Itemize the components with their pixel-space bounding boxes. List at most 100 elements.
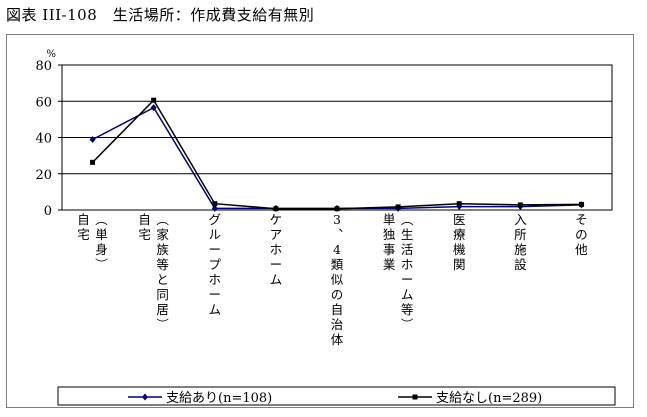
svg-text:単: 単 bbox=[95, 227, 108, 242]
svg-text:ム: ム bbox=[209, 302, 222, 317]
legend-marker bbox=[412, 394, 418, 400]
svg-text:︵: ︵ bbox=[401, 212, 414, 227]
svg-text:宅: 宅 bbox=[138, 227, 151, 242]
svg-text:ム: ム bbox=[270, 272, 283, 287]
svg-text:自: 自 bbox=[331, 302, 344, 317]
svg-text:等: 等 bbox=[156, 257, 169, 272]
data-point bbox=[456, 201, 462, 207]
svg-text:ー: ー bbox=[209, 242, 222, 257]
svg-text:入: 入 bbox=[514, 212, 527, 227]
svg-text:ホ: ホ bbox=[209, 272, 222, 287]
y-axis-ticks: 0 20 40 60 80 bbox=[35, 59, 62, 219]
series-markers bbox=[89, 97, 585, 212]
y-tick-label: 20 bbox=[35, 168, 52, 183]
y-tick-label: 40 bbox=[35, 132, 52, 147]
svg-text:居: 居 bbox=[156, 302, 169, 317]
data-point bbox=[151, 97, 157, 103]
legend-box bbox=[57, 386, 616, 406]
svg-text:ホ: ホ bbox=[270, 242, 283, 257]
data-point bbox=[334, 206, 340, 212]
svg-text:関: 関 bbox=[453, 257, 466, 272]
svg-text:ア: ア bbox=[270, 227, 283, 242]
svg-text:施: 施 bbox=[514, 242, 527, 257]
svg-text:似: 似 bbox=[331, 272, 344, 287]
svg-text:ケ: ケ bbox=[270, 212, 283, 227]
svg-text:機: 機 bbox=[453, 242, 466, 257]
svg-text:医: 医 bbox=[453, 212, 466, 227]
svg-text:他: 他 bbox=[575, 242, 588, 257]
svg-text:独: 独 bbox=[383, 227, 396, 242]
svg-text:自: 自 bbox=[77, 212, 90, 227]
data-point bbox=[90, 159, 96, 165]
svg-text:の: の bbox=[575, 227, 588, 242]
svg-text:体: 体 bbox=[331, 332, 344, 347]
y-tick-label: 0 bbox=[44, 204, 52, 219]
y-tick-label: 80 bbox=[35, 59, 52, 74]
svg-text:所: 所 bbox=[514, 227, 527, 242]
svg-text:4: 4 bbox=[333, 242, 341, 257]
svg-text:ル: ル bbox=[209, 227, 222, 242]
svg-text:業: 業 bbox=[383, 257, 396, 272]
svg-text:︶: ︶ bbox=[156, 317, 169, 332]
svg-text:療: 療 bbox=[453, 227, 466, 242]
svg-text:︶: ︶ bbox=[95, 257, 108, 272]
svg-text:類: 類 bbox=[331, 257, 344, 272]
svg-text:3: 3 bbox=[333, 212, 341, 227]
series-line-1 bbox=[92, 98, 582, 210]
svg-text:そ: そ bbox=[575, 212, 588, 227]
svg-text:︵: ︵ bbox=[156, 212, 169, 227]
svg-text:ー: ー bbox=[270, 257, 283, 272]
data-point bbox=[211, 204, 218, 212]
svg-text:活: 活 bbox=[401, 242, 414, 257]
x-tick-label: その他その他 bbox=[575, 212, 588, 257]
x-tick-label: 自宅（単身）自宅︵単身︶ bbox=[77, 212, 108, 272]
x-tick-label: 入所施設入所施設 bbox=[514, 212, 527, 272]
svg-text:グ: グ bbox=[209, 212, 222, 227]
data-point bbox=[578, 201, 584, 207]
svg-text:同: 同 bbox=[156, 287, 169, 302]
svg-text:︑: ︑ bbox=[331, 227, 344, 242]
series-line-0 bbox=[92, 106, 582, 210]
data-point bbox=[212, 201, 218, 207]
svg-text:家: 家 bbox=[156, 227, 169, 242]
svg-text:ー: ー bbox=[401, 272, 414, 287]
svg-text:治: 治 bbox=[331, 317, 344, 332]
svg-text:族: 族 bbox=[156, 242, 169, 257]
data-point bbox=[150, 104, 157, 112]
x-axis-ticks: 自宅（単身）自宅︵単身︶自宅（家族等と同居）自宅︵家族等と同居︶グループホームグ… bbox=[77, 212, 588, 347]
chart-frame bbox=[6, 34, 634, 408]
legend-label: 支給なし(n=289) bbox=[436, 391, 542, 406]
data-point bbox=[395, 204, 401, 210]
legend-marker bbox=[142, 393, 148, 401]
svg-text:ム: ム bbox=[401, 287, 414, 302]
svg-text:等: 等 bbox=[401, 302, 414, 317]
svg-text:事: 事 bbox=[383, 242, 396, 257]
x-tick-label: ケアホームケアホーム bbox=[270, 212, 283, 287]
svg-text:プ: プ bbox=[209, 257, 222, 272]
x-tick-label: グループホームグループホーム bbox=[209, 212, 222, 317]
svg-text:ホ: ホ bbox=[401, 257, 414, 272]
svg-text:︵: ︵ bbox=[95, 212, 108, 227]
chart-title: 図表 III-108 生活場所：作成費支給有無別 bbox=[6, 6, 315, 24]
series-lines bbox=[92, 98, 582, 210]
y-unit-label: % bbox=[46, 49, 56, 60]
svg-text:ー: ー bbox=[209, 287, 222, 302]
legend-label: 支給あり(n=108) bbox=[166, 391, 272, 406]
x-tick-label: 医療機関医療機関 bbox=[453, 212, 466, 272]
svg-text:設: 設 bbox=[514, 257, 527, 272]
legend: 支給あり(n=108) 支給なし(n=289) bbox=[128, 391, 542, 406]
data-point bbox=[517, 202, 523, 208]
y-tick-label: 60 bbox=[35, 95, 52, 110]
data-point bbox=[89, 135, 96, 143]
svg-text:と: と bbox=[156, 272, 169, 287]
svg-text:単: 単 bbox=[383, 212, 396, 227]
svg-text:生: 生 bbox=[401, 227, 414, 242]
data-point bbox=[273, 206, 279, 212]
svg-text:宅: 宅 bbox=[77, 227, 90, 242]
svg-text:自: 自 bbox=[138, 212, 151, 227]
svg-text:身: 身 bbox=[95, 242, 108, 257]
